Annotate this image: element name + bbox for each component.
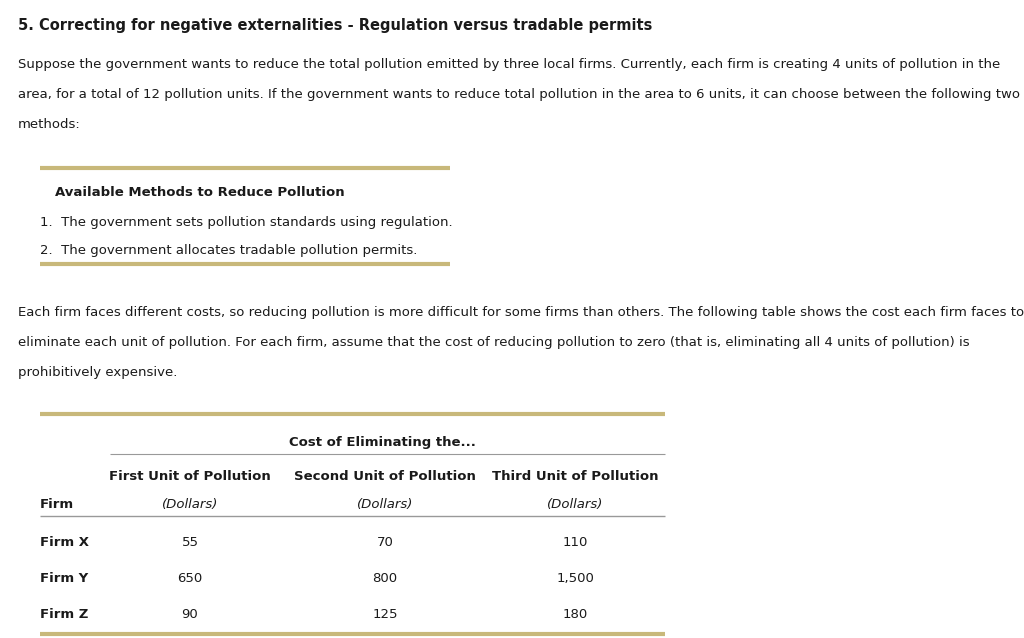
Text: Suppose the government wants to reduce the total pollution emitted by three loca: Suppose the government wants to reduce t… — [18, 58, 1000, 71]
Text: Second Unit of Pollution: Second Unit of Pollution — [294, 470, 476, 483]
Text: 5. Correcting for negative externalities - Regulation versus tradable permits: 5. Correcting for negative externalities… — [18, 18, 652, 33]
Text: prohibitively expensive.: prohibitively expensive. — [18, 366, 177, 379]
Text: Firm Y: Firm Y — [40, 572, 88, 585]
Text: eliminate each unit of pollution. For each firm, assume that the cost of reducin: eliminate each unit of pollution. For ea… — [18, 336, 970, 349]
Text: area, for a total of 12 pollution units. If the government wants to reduce total: area, for a total of 12 pollution units.… — [18, 88, 1020, 101]
Text: 2.  The government allocates tradable pollution permits.: 2. The government allocates tradable pol… — [40, 244, 418, 257]
Text: (Dollars): (Dollars) — [356, 498, 414, 511]
Text: Available Methods to Reduce Pollution: Available Methods to Reduce Pollution — [55, 186, 345, 199]
Text: 650: 650 — [177, 572, 203, 585]
Text: methods:: methods: — [18, 118, 81, 131]
Text: Firm: Firm — [40, 498, 74, 511]
Text: Third Unit of Pollution: Third Unit of Pollution — [492, 470, 658, 483]
Text: 125: 125 — [373, 608, 397, 621]
Text: 70: 70 — [377, 536, 393, 549]
Text: 800: 800 — [373, 572, 397, 585]
Text: Firm Z: Firm Z — [40, 608, 88, 621]
Text: Each firm faces different costs, so reducing pollution is more difficult for som: Each firm faces different costs, so redu… — [18, 306, 1024, 319]
Text: 55: 55 — [181, 536, 199, 549]
Text: 180: 180 — [562, 608, 588, 621]
Text: 1.  The government sets pollution standards using regulation.: 1. The government sets pollution standar… — [40, 216, 453, 229]
Text: (Dollars): (Dollars) — [547, 498, 603, 511]
Text: First Unit of Pollution: First Unit of Pollution — [110, 470, 271, 483]
Text: Firm X: Firm X — [40, 536, 89, 549]
Text: 1,500: 1,500 — [556, 572, 594, 585]
Text: 110: 110 — [562, 536, 588, 549]
Text: (Dollars): (Dollars) — [162, 498, 218, 511]
Text: 90: 90 — [181, 608, 199, 621]
Text: Cost of Eliminating the...: Cost of Eliminating the... — [289, 436, 476, 449]
